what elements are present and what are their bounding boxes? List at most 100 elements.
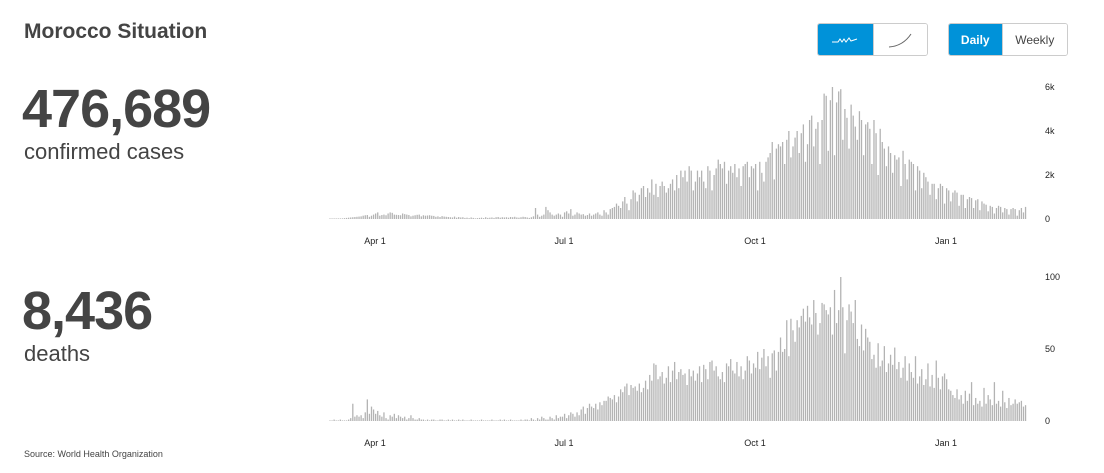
bar bbox=[833, 289, 836, 421]
bar bbox=[435, 216, 437, 219]
bar bbox=[628, 395, 630, 421]
bar bbox=[512, 420, 514, 421]
bar bbox=[366, 399, 368, 421]
bar bbox=[678, 372, 680, 421]
bar bbox=[360, 216, 362, 219]
bar bbox=[628, 210, 630, 219]
bar bbox=[798, 327, 800, 421]
bar bbox=[578, 213, 580, 219]
bar bbox=[1020, 400, 1023, 421]
bar bbox=[927, 181, 929, 219]
bar bbox=[584, 413, 586, 421]
bar bbox=[669, 183, 672, 219]
weekly-button[interactable]: Weekly bbox=[1001, 24, 1067, 55]
bar bbox=[551, 418, 553, 421]
bar bbox=[885, 372, 888, 421]
bar bbox=[1014, 209, 1016, 219]
bar bbox=[458, 217, 460, 219]
bar bbox=[896, 159, 898, 219]
bar bbox=[892, 172, 894, 219]
bar bbox=[642, 387, 645, 421]
bar bbox=[950, 201, 952, 219]
bar bbox=[431, 215, 433, 219]
bar bbox=[416, 214, 418, 219]
bar bbox=[846, 117, 848, 219]
bar bbox=[752, 363, 755, 421]
bar bbox=[428, 215, 431, 219]
bar bbox=[532, 216, 535, 219]
bar bbox=[547, 419, 549, 421]
bar bbox=[748, 360, 751, 421]
bar bbox=[676, 379, 678, 421]
bar bbox=[703, 181, 705, 219]
bar bbox=[626, 383, 628, 421]
bar bbox=[852, 323, 854, 421]
bar bbox=[605, 400, 607, 421]
bar bbox=[806, 305, 809, 421]
bar bbox=[1016, 215, 1018, 219]
bar bbox=[759, 161, 761, 219]
bar bbox=[975, 200, 977, 219]
bar bbox=[505, 420, 508, 421]
bar bbox=[671, 370, 674, 421]
bar bbox=[829, 100, 832, 219]
bar bbox=[958, 205, 960, 219]
bar bbox=[333, 419, 335, 421]
bar bbox=[464, 217, 466, 219]
bar bbox=[634, 192, 636, 219]
bar bbox=[636, 390, 638, 421]
bar bbox=[850, 311, 852, 421]
bar bbox=[925, 379, 927, 421]
bar bbox=[561, 416, 564, 421]
bar bbox=[865, 124, 867, 219]
bar bbox=[887, 363, 890, 421]
bar bbox=[445, 420, 447, 421]
bar bbox=[563, 413, 566, 421]
bar bbox=[935, 360, 937, 421]
bar bbox=[808, 120, 811, 219]
bar bbox=[742, 166, 744, 219]
bar bbox=[881, 360, 883, 421]
bar bbox=[707, 166, 709, 219]
cumulative-view-button[interactable] bbox=[872, 24, 927, 55]
bar bbox=[761, 357, 763, 421]
bar bbox=[329, 218, 331, 219]
bar-view-button[interactable] bbox=[818, 24, 873, 55]
source-note: Source: World Health Organization bbox=[24, 449, 163, 459]
bar bbox=[607, 214, 609, 219]
y-tick-label: 100 bbox=[1045, 272, 1060, 282]
x-tick-label: Jan 1 bbox=[935, 438, 957, 448]
bar bbox=[532, 419, 535, 421]
bar bbox=[906, 179, 908, 219]
bar bbox=[445, 216, 447, 219]
bar bbox=[472, 420, 474, 421]
bar bbox=[902, 150, 904, 219]
bar bbox=[723, 161, 726, 219]
bar bbox=[649, 192, 651, 219]
bar bbox=[601, 405, 603, 421]
bar bbox=[607, 396, 609, 421]
bar bbox=[972, 405, 975, 421]
bar bbox=[474, 420, 476, 421]
bar bbox=[555, 415, 557, 421]
bar bbox=[771, 353, 773, 421]
bar bbox=[439, 419, 441, 421]
bar bbox=[958, 399, 960, 421]
bar bbox=[779, 337, 782, 421]
bar bbox=[686, 181, 688, 219]
bar bbox=[389, 212, 391, 219]
bar bbox=[545, 419, 547, 421]
bar bbox=[709, 361, 711, 421]
daily-button[interactable]: Daily bbox=[949, 24, 1002, 55]
bar bbox=[634, 386, 636, 421]
bar bbox=[960, 194, 962, 219]
bar bbox=[437, 216, 439, 219]
bar bbox=[765, 161, 767, 219]
bar bbox=[509, 217, 512, 219]
bar bbox=[910, 161, 912, 219]
bar bbox=[696, 373, 699, 421]
y-tick-label: 6k bbox=[1045, 82, 1055, 92]
bar bbox=[912, 377, 915, 421]
bar bbox=[379, 415, 381, 421]
bar bbox=[644, 197, 647, 219]
